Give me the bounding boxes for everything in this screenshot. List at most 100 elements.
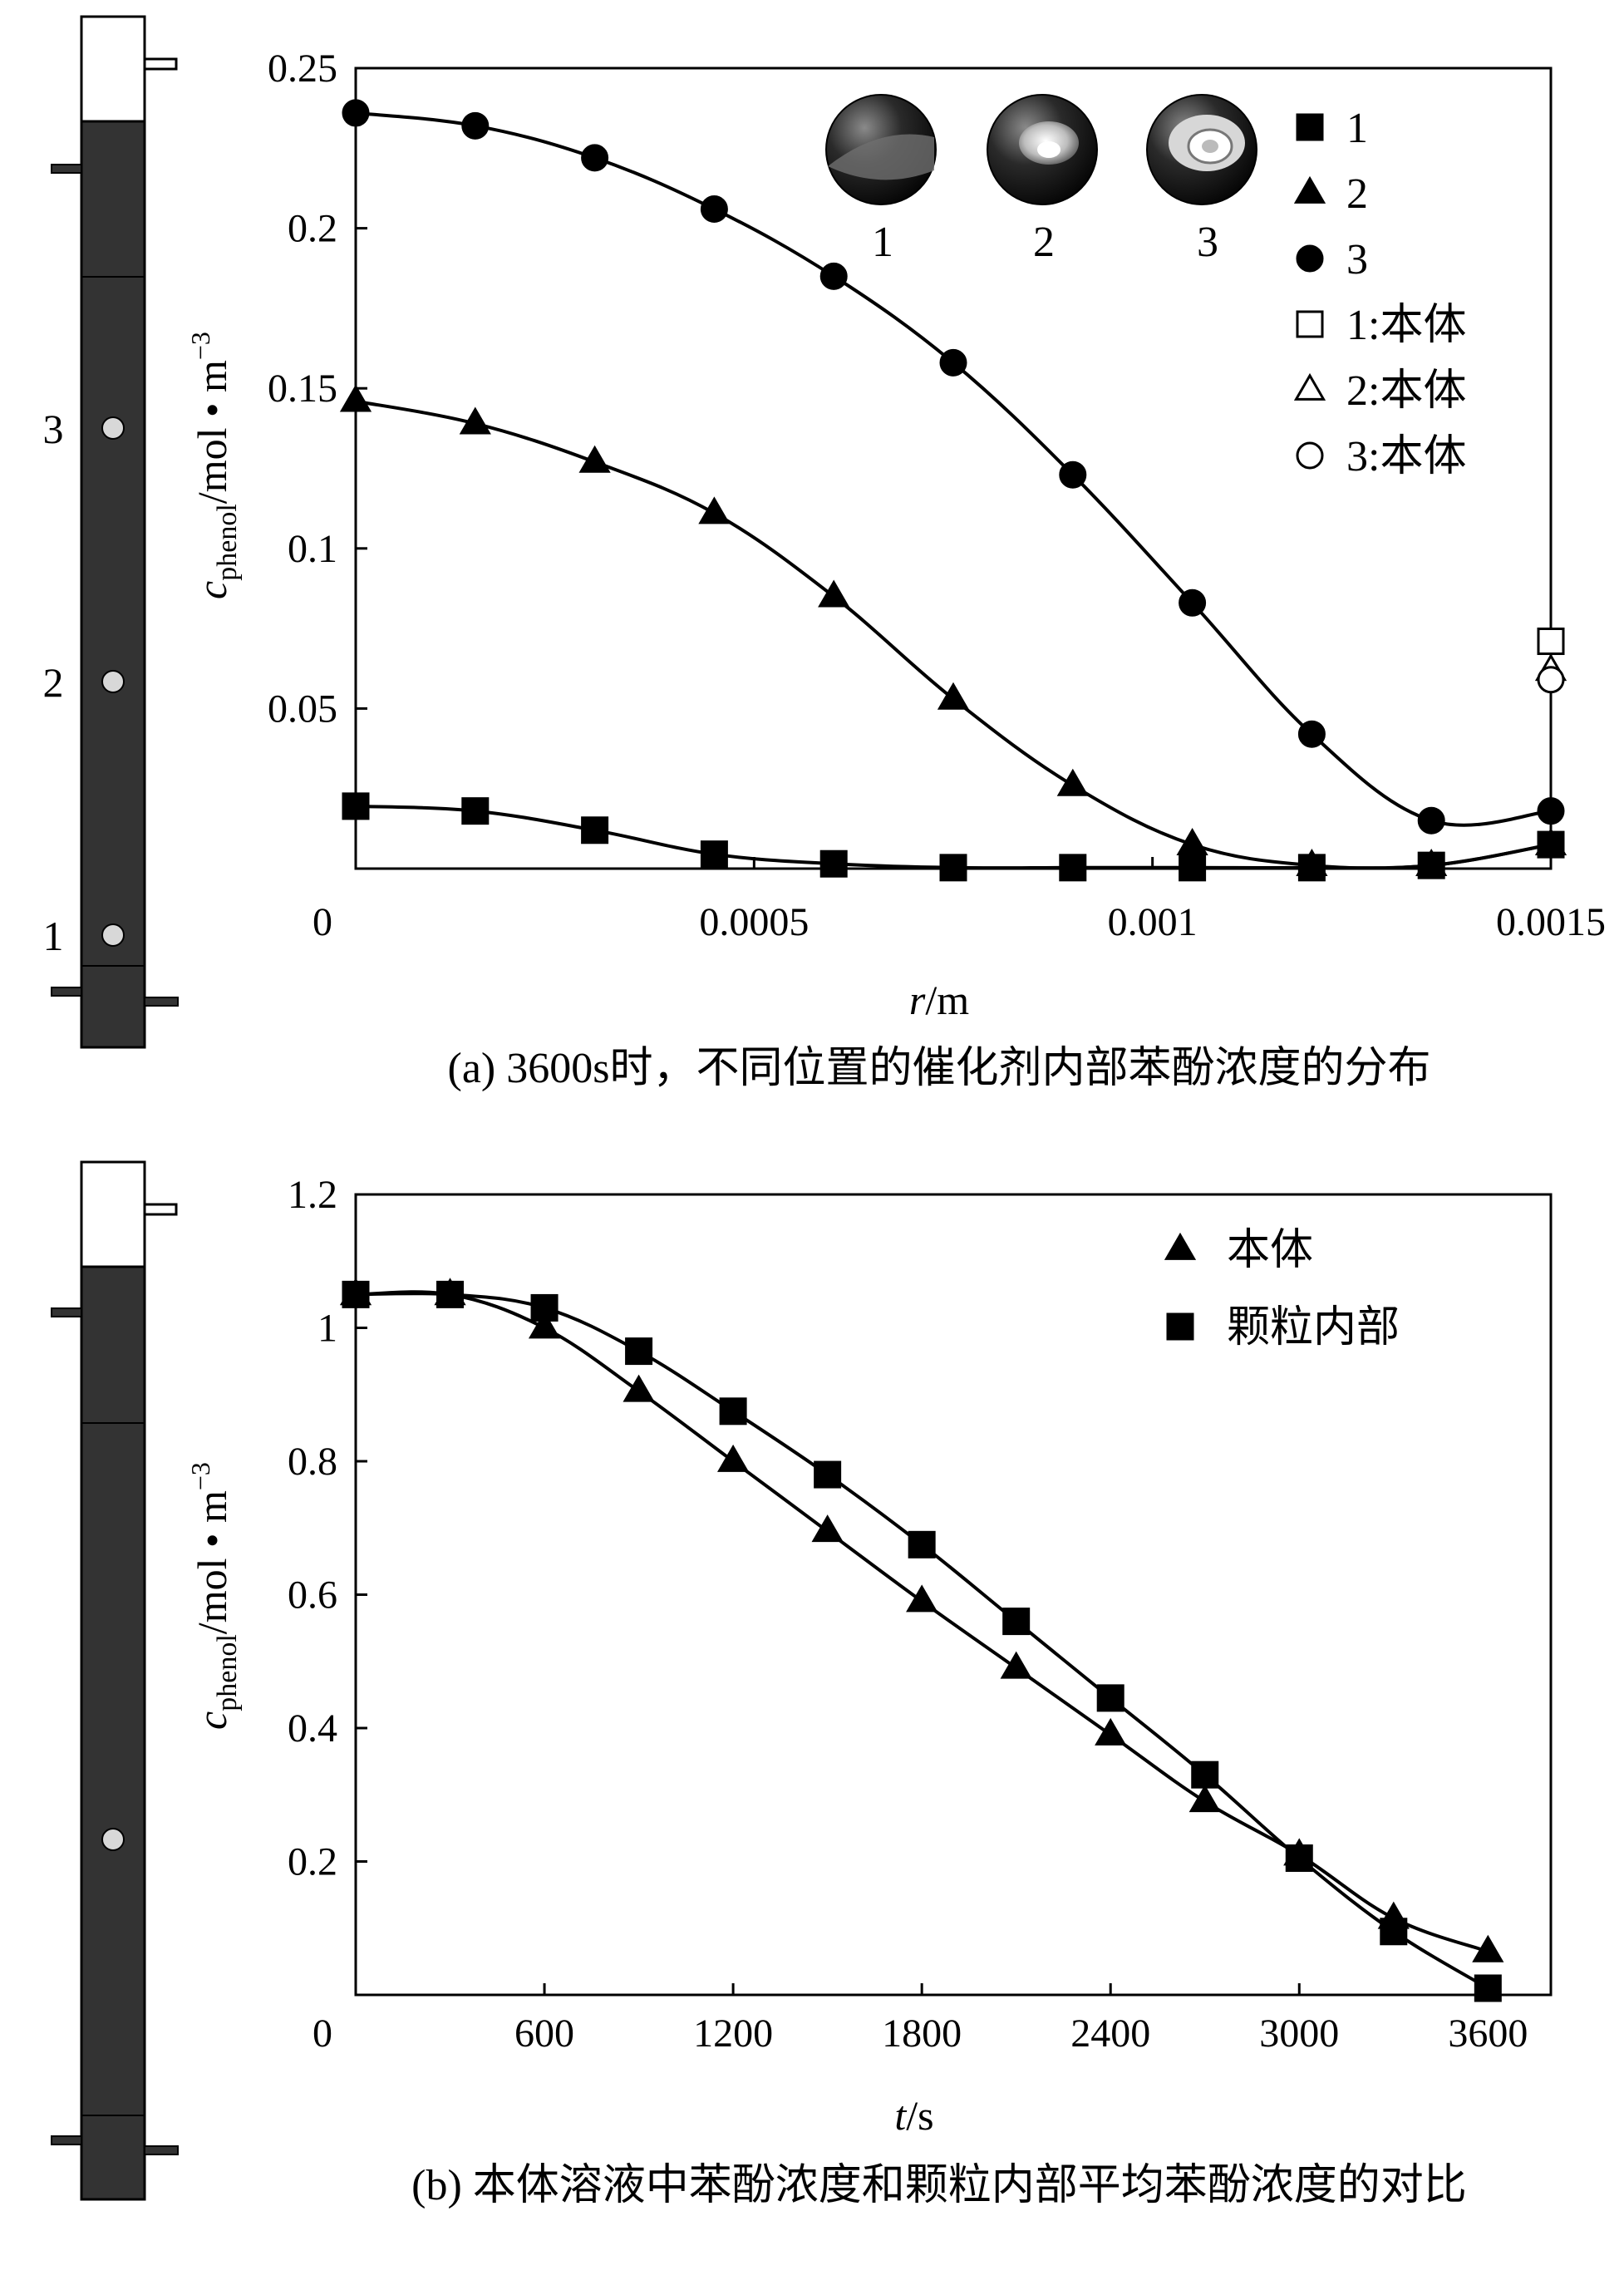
x-tick-label: 0.001 xyxy=(1108,900,1198,944)
data-point-2-9 xyxy=(1415,849,1448,877)
data-point-3-0 xyxy=(342,99,370,127)
column-a-label-1: 1 xyxy=(43,913,64,959)
column-a-label-2: 2 xyxy=(43,659,64,706)
y-tick-label: 0.4 xyxy=(288,1706,337,1751)
x-tick-label: 600 xyxy=(514,2012,574,2056)
data-point-1-7 xyxy=(1179,854,1207,882)
data-point-颗粒内部-11 xyxy=(1380,1918,1408,1946)
data-point-2-5 xyxy=(937,682,970,710)
x-tick-label: 1800 xyxy=(882,2012,962,2056)
data-point-3-3 xyxy=(700,195,728,223)
x-tick-label: 0 xyxy=(312,2012,332,2056)
inset-label-2: 2 xyxy=(1033,219,1055,266)
chart-b-xlabel: t/s xyxy=(894,2092,933,2139)
chart-a-ylabel: cphenol/mol • m−3 xyxy=(185,332,243,599)
chart-b: 0.2 0.4 0.6 0.8 1 1.2 0 600 1200 1800 2400 3000 3600… xyxy=(185,1173,1553,2209)
data-point-本体-9 xyxy=(1188,1785,1221,1813)
data-point-3-8 xyxy=(1297,720,1326,748)
column-a-body xyxy=(80,120,146,1049)
legend-marker-2:本体 xyxy=(1293,372,1326,401)
column-b-upper-pipe xyxy=(51,1307,82,1317)
data-point-颗粒内部-10 xyxy=(1285,1844,1313,1872)
data-point-3-6 xyxy=(1059,460,1087,489)
legend-marker-3:本体 xyxy=(1296,441,1324,470)
data-point-2-3 xyxy=(698,496,731,524)
y-tick-label: 0.8 xyxy=(288,1440,337,1484)
data-point-3-4 xyxy=(819,262,848,290)
data-point-3-10 xyxy=(1537,797,1565,825)
data-point-颗粒内部-8 xyxy=(1096,1684,1124,1712)
legend-label: 3:本体 xyxy=(1346,433,1466,480)
data-point-本体-3 xyxy=(623,1374,655,1402)
data-point-颗粒内部-9 xyxy=(1191,1760,1219,1789)
data-point-颗粒内部-1 xyxy=(436,1280,465,1308)
chart-b-caption: (b) 本体溶液中苯酚浓度和颗粒内部平均苯酚浓度的对比 xyxy=(411,2162,1467,2209)
chart-b-ticks: 0.2 0.4 0.6 0.8 1 1.2 0 600 1200 1800 2400 3000 3600 xyxy=(288,1173,1528,2056)
data-point-颗粒内部-4 xyxy=(719,1397,747,1426)
series-line-颗粒内部 xyxy=(355,1292,1489,1990)
chart-a: 0.05 0.1 0.15 0.2 0.25 0 0.0005 0.001 0.0015 xyxy=(185,47,1606,1092)
legend-marker-3 xyxy=(1296,244,1324,273)
y-tick-label: 0.6 xyxy=(288,1573,337,1618)
data-point-3:本体-0 xyxy=(1537,666,1565,694)
legend-label: 3 xyxy=(1346,236,1368,283)
data-point-颗粒内部-5 xyxy=(814,1460,842,1489)
data-point-3-1 xyxy=(461,111,490,140)
data-point-本体-5 xyxy=(811,1514,844,1543)
x-tick-label: 3000 xyxy=(1259,2012,1339,2056)
x-tick-label: 0 xyxy=(312,900,332,944)
y-tick-label: 0.15 xyxy=(268,367,337,411)
inset-sphere-1 xyxy=(825,94,937,205)
x-tick-label: 0.0005 xyxy=(699,900,809,944)
column-b-body xyxy=(80,1265,146,2201)
inset-label-3: 3 xyxy=(1197,219,1218,266)
data-point-1:本体-0 xyxy=(1537,628,1565,656)
column-b-outlet-pipe xyxy=(143,1203,178,1216)
x-tick-label: 1200 xyxy=(693,2012,773,2056)
y-tick-label: 0.05 xyxy=(268,687,337,731)
legend-label: 1:本体 xyxy=(1346,302,1466,349)
data-point-3-7 xyxy=(1179,588,1207,617)
inset-sphere-3 xyxy=(1146,94,1257,205)
inset-sphere-2 xyxy=(987,94,1098,205)
data-point-本体-2 xyxy=(528,1311,561,1339)
legend-label: 1 xyxy=(1346,105,1368,152)
data-point-本体-12 xyxy=(1472,1934,1504,1962)
data-point-1-0 xyxy=(342,792,370,820)
data-point-1-5 xyxy=(939,854,967,882)
data-point-颗粒内部-6 xyxy=(908,1530,936,1559)
x-tick-label: 2400 xyxy=(1070,2012,1150,2056)
reactor-column-b xyxy=(51,1160,179,2201)
data-point-颗粒内部-0 xyxy=(342,1280,370,1308)
data-point-1-3 xyxy=(700,840,728,869)
data-point-3-2 xyxy=(581,144,609,172)
data-point-1-6 xyxy=(1059,854,1087,882)
data-point-3-9 xyxy=(1417,806,1445,835)
data-point-2-1 xyxy=(459,406,491,435)
column-b-port xyxy=(101,1828,125,1851)
data-point-颗粒内部-12 xyxy=(1474,1974,1502,2002)
data-point-3-5 xyxy=(939,348,967,377)
x-tick-label: 3600 xyxy=(1448,2012,1528,2056)
series-line-3 xyxy=(355,111,1552,827)
legend-marker-颗粒内部 xyxy=(1166,1312,1194,1341)
legend-label: 2 xyxy=(1346,170,1368,218)
data-point-本体-4 xyxy=(717,1444,750,1472)
legend-marker-1:本体 xyxy=(1296,310,1324,338)
column-b-headspace xyxy=(80,1160,146,1268)
data-point-本体-6 xyxy=(906,1584,938,1613)
column-a-label-3: 3 xyxy=(43,406,64,452)
y-tick-label: 0.2 xyxy=(288,1840,337,1884)
legend-label: 2:本体 xyxy=(1346,367,1466,415)
chart-a-series xyxy=(339,99,1567,882)
column-a-port-2 xyxy=(101,670,125,693)
column-b-lower-pipe-right xyxy=(144,2145,179,2155)
column-a-upper-pipe xyxy=(51,164,82,174)
data-point-1-4 xyxy=(819,849,848,878)
chart-a-legend: 1 2 3 1:本体 2:本体 3:本体 xyxy=(1293,105,1466,480)
column-a-headspace xyxy=(80,15,146,123)
y-tick-label: 0.1 xyxy=(288,527,337,571)
y-tick-label: 1 xyxy=(317,1307,337,1351)
